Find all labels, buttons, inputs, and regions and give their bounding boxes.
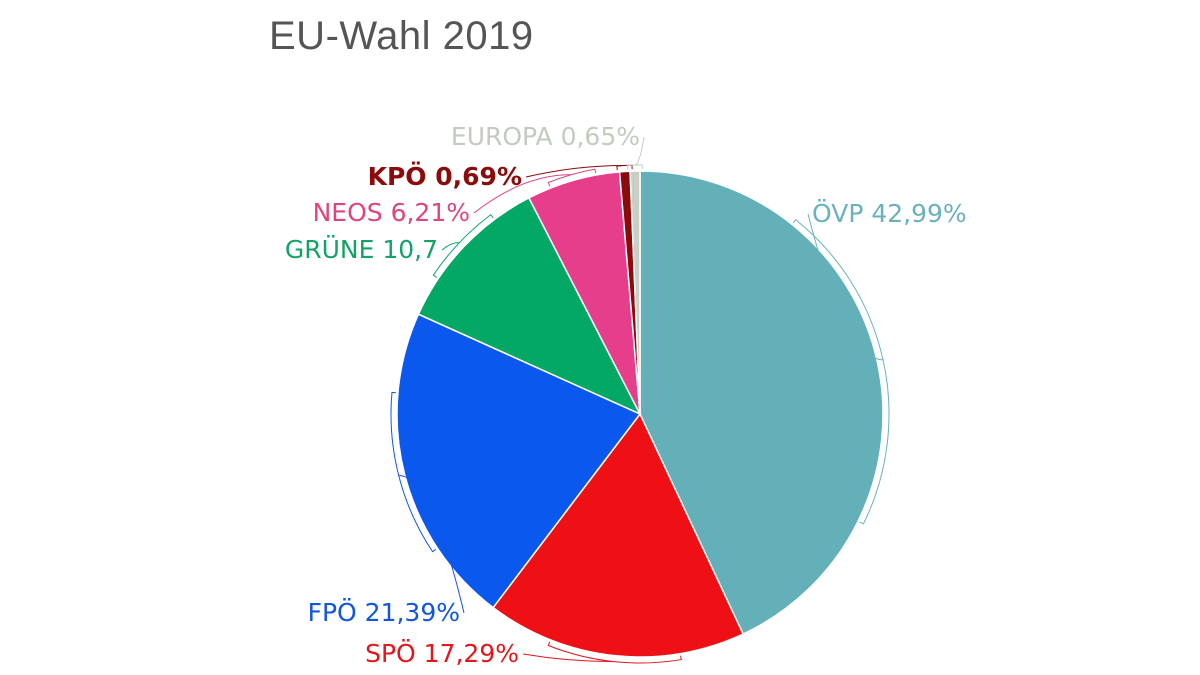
pie-slices xyxy=(396,170,884,658)
slice-label-oevp: ÖVP 42,99% xyxy=(812,199,967,228)
slice-label-kpoe: KPÖ 0,69% xyxy=(368,161,522,191)
callout-line-neos xyxy=(473,174,572,214)
callout-line-oevp xyxy=(807,213,884,361)
slice-label-gruene: GRÜNE 10,7 xyxy=(285,235,438,264)
callout-bracket-neos xyxy=(547,168,597,187)
pie-callouts xyxy=(390,136,890,664)
callout-bracket-gruene xyxy=(432,214,494,278)
slice-label-neos: NEOS 6,21% xyxy=(313,198,470,227)
slice-label-fpoe: FPÖ 21,39% xyxy=(308,598,460,627)
pie-slice-gruene xyxy=(417,196,642,416)
callout-line-kpoe xyxy=(525,164,625,178)
slice-label-europa: EUROPA 0,65% xyxy=(451,122,640,151)
callout-line-europa xyxy=(634,136,645,166)
slice-label-spoe: SPÖ 17,29% xyxy=(365,639,519,668)
pie-slice-spoe xyxy=(492,412,745,658)
callout-line-fpoe xyxy=(398,474,465,614)
chart-title: EU-Wahl 2019 xyxy=(269,14,534,58)
pie-labels: ÖVP 42,99% SPÖ 17,29% FPÖ 21,39% GRÜNE 10,7… xyxy=(285,122,967,668)
callout-line-gruene xyxy=(441,242,460,251)
callout-bracket-europa xyxy=(627,164,643,170)
callout-line-spoe xyxy=(522,653,614,663)
callout-bracket-spoe xyxy=(547,641,682,664)
callout-bracket-oevp xyxy=(792,219,890,525)
pie-slice-fpoe xyxy=(396,313,642,609)
pie-slice-europa xyxy=(629,170,641,415)
pie-slice-oevp xyxy=(639,170,884,636)
